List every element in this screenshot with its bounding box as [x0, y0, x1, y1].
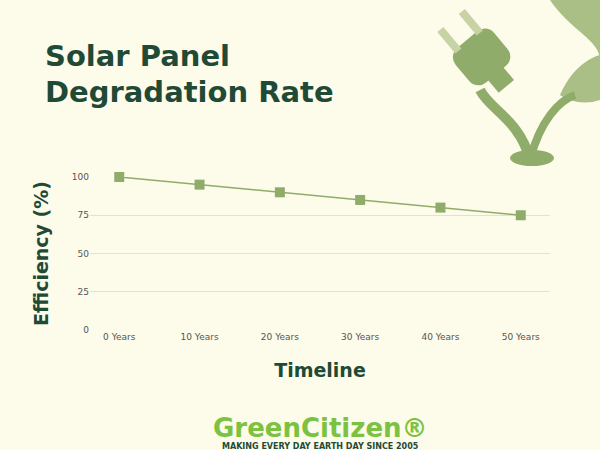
svg-text:50 Years: 50 Years	[502, 332, 540, 342]
svg-text:40 Years: 40 Years	[421, 332, 459, 342]
svg-text:100: 100	[72, 172, 89, 182]
svg-text:MAKING EVERY DAY EARTH DAY SIN: MAKING EVERY DAY EARTH DAY SINCE 2005	[222, 442, 419, 450]
svg-text:25: 25	[78, 287, 89, 297]
svg-text:50: 50	[78, 249, 90, 259]
svg-text:20 Years: 20 Years	[261, 332, 299, 342]
svg-text:Efficiency (%): Efficiency (%)	[30, 181, 52, 326]
svg-text:0: 0	[83, 325, 89, 335]
svg-text:75: 75	[78, 210, 89, 220]
svg-text:0 Years: 0 Years	[103, 332, 136, 342]
html-text:Solar Panel Degradation Rate: Solar Panel Degradation Rate	[45, 39, 334, 109]
svg-text:GreenCitizen®: GreenCitizen®	[213, 413, 428, 443]
svg-text:10 Years: 10 Years	[181, 332, 219, 342]
svg-text:30 Years: 30 Years	[341, 332, 379, 342]
svg-text:Timeline: Timeline	[274, 359, 366, 381]
